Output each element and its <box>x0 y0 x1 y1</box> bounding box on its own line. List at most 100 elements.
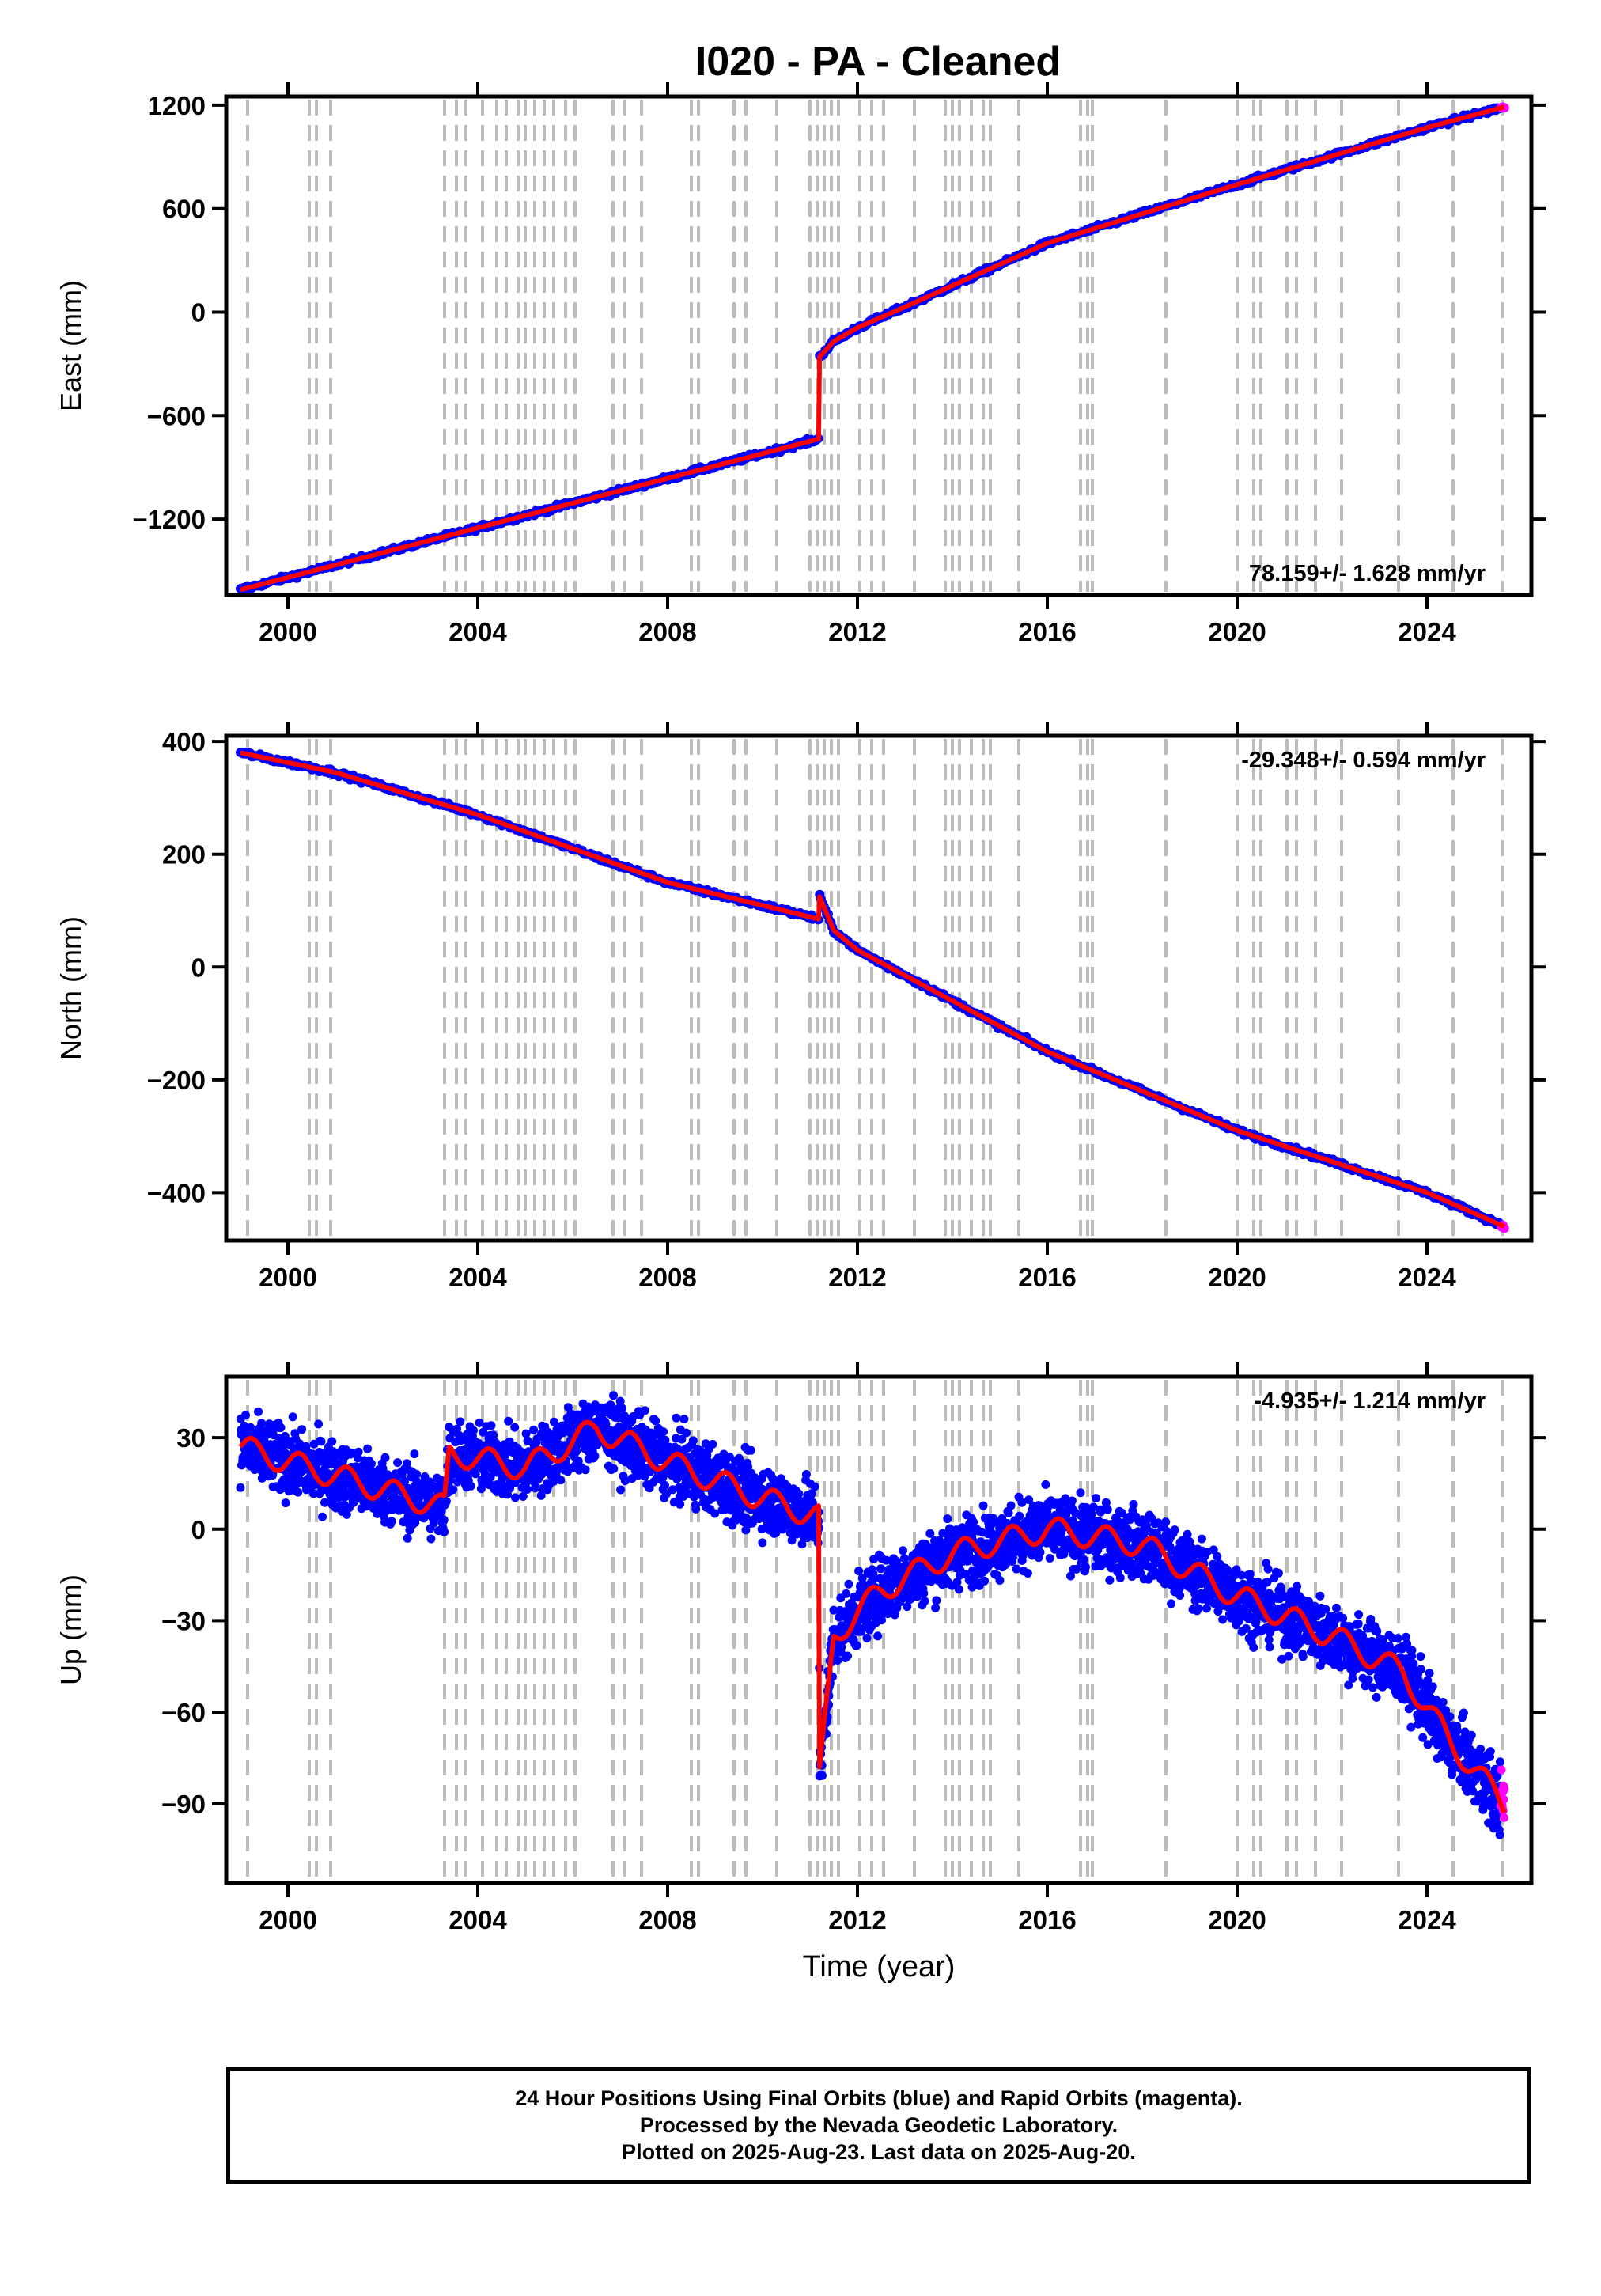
x-tick-label: 2016 <box>1018 1263 1076 1292</box>
plot-frame <box>224 94 1534 597</box>
data-point <box>281 1498 290 1508</box>
data-point <box>1004 1508 1013 1517</box>
data-point <box>919 1589 929 1598</box>
data-point <box>510 1493 520 1502</box>
data-point <box>877 1616 886 1625</box>
data-point <box>440 1527 449 1536</box>
data-point <box>932 1596 941 1605</box>
data-point <box>276 1423 286 1432</box>
data-point <box>293 1487 303 1497</box>
data-point <box>980 1576 990 1586</box>
y-tick-label: 400 <box>162 727 206 756</box>
y-tick-label: 1200 <box>148 91 206 120</box>
data-point <box>449 1485 458 1495</box>
data-point <box>257 1419 267 1428</box>
data-point <box>288 1412 297 1422</box>
data-point <box>441 1497 451 1506</box>
data-point <box>943 1514 952 1524</box>
y-tick-label: 0 <box>191 953 206 982</box>
data-point <box>504 1416 513 1426</box>
data-point <box>556 1476 566 1485</box>
y-axis-label: North (mm) <box>55 916 87 1060</box>
data-point <box>1091 1494 1100 1503</box>
data-point <box>1115 1573 1125 1582</box>
data-point <box>403 1533 412 1543</box>
y-tick-label: 200 <box>162 840 206 870</box>
data-point <box>682 1428 691 1438</box>
data-point <box>236 1483 245 1492</box>
data-point <box>380 1453 390 1462</box>
data-point <box>862 1634 872 1642</box>
x-tick-label: 2024 <box>1398 1263 1456 1292</box>
y-tick-label: −600 <box>147 401 206 430</box>
x-tick-label: 2020 <box>1208 617 1266 646</box>
data-point <box>679 1415 689 1424</box>
data-point <box>794 1489 804 1498</box>
x-tick-label: 2008 <box>638 617 696 646</box>
x-tick-label: 2008 <box>638 1263 696 1292</box>
data-point <box>1035 1548 1045 1557</box>
y-tick-label: 0 <box>191 297 206 327</box>
data-point <box>818 1771 827 1780</box>
rate-label: 78.159+/- 1.628 mm/yr <box>1249 561 1486 586</box>
chart-title: I020 - PA - Cleaned <box>695 39 1061 85</box>
model-fit-line <box>239 104 1506 593</box>
data-point <box>1045 1554 1054 1563</box>
y-tick-label: −200 <box>147 1066 206 1095</box>
data-point <box>581 1465 590 1475</box>
data-point <box>1079 1555 1088 1564</box>
data-point <box>314 1419 324 1429</box>
data-point <box>1015 1511 1024 1521</box>
data-point <box>316 1437 326 1446</box>
data-point <box>873 1631 883 1641</box>
data-point <box>758 1538 767 1548</box>
data-point <box>426 1534 436 1544</box>
data-point <box>523 1485 532 1494</box>
data-point <box>688 1436 698 1445</box>
x-tick-label: 2004 <box>449 1263 507 1292</box>
data-point <box>590 1451 600 1461</box>
data-point <box>651 1416 660 1426</box>
data-point <box>254 1407 263 1416</box>
rate-label: -29.348+/- 0.594 mm/yr <box>1241 748 1486 773</box>
data-point <box>995 1576 1005 1585</box>
data-point <box>844 1579 853 1589</box>
data-point <box>318 1512 327 1521</box>
data-point <box>708 1439 717 1449</box>
data-point <box>486 1421 496 1430</box>
data-point <box>327 1437 337 1446</box>
data-point <box>925 1529 935 1538</box>
x-tick-label: 2016 <box>1018 617 1076 646</box>
data-point <box>387 1517 396 1526</box>
data-point <box>640 1406 649 1415</box>
data-point <box>1105 1575 1115 1585</box>
data-point <box>978 1501 988 1510</box>
data-point <box>659 1427 668 1437</box>
data-point <box>954 1585 963 1594</box>
x-tick-label: 2012 <box>828 1263 886 1292</box>
data-point <box>241 1411 250 1420</box>
data-point <box>852 1641 861 1650</box>
data-point <box>466 1481 475 1491</box>
x-tick-label: 2004 <box>449 617 507 646</box>
data-point <box>1006 1501 1016 1510</box>
data-point <box>550 1417 558 1426</box>
data-point <box>609 1391 618 1400</box>
data-point <box>931 1603 941 1612</box>
data-point <box>1103 1505 1112 1514</box>
step-lines <box>246 739 1504 1237</box>
y-tick-label: −1200 <box>132 505 206 534</box>
data-point <box>1076 1488 1085 1498</box>
x-tick-label: 2000 <box>259 617 316 646</box>
data-point <box>691 1504 701 1514</box>
data-point <box>469 1426 478 1435</box>
data-point <box>529 1425 539 1434</box>
data-point <box>899 1546 907 1555</box>
data-point <box>1081 1563 1090 1572</box>
data-point <box>746 1445 755 1455</box>
data-point <box>363 1444 373 1453</box>
data-point <box>572 1446 581 1456</box>
x-tick-label: 2024 <box>1398 617 1456 646</box>
